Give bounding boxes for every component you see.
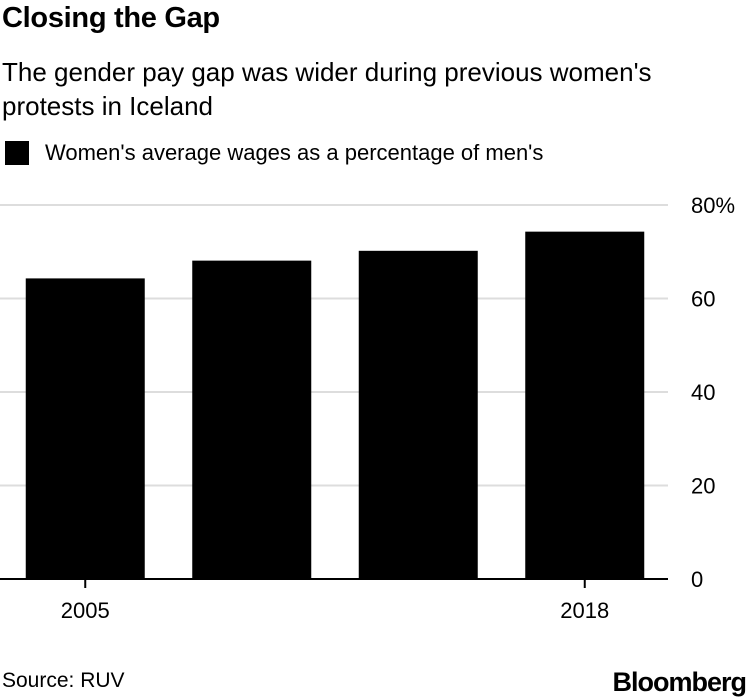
legend-label: Women's average wages as a percentage of…	[45, 140, 544, 165]
tick-labels: 0 20 40 60 80% 2005 2018	[61, 193, 735, 623]
y-tick-label-60: 60	[691, 287, 715, 312]
bar-0	[25, 278, 145, 579]
bar-1	[192, 260, 312, 579]
legend-swatch	[5, 141, 29, 165]
bars	[25, 231, 645, 579]
y-tick-label-40: 40	[691, 380, 715, 405]
bloomberg-logo: Bloomberg	[612, 667, 747, 697]
y-tick-label-20: 20	[691, 474, 715, 499]
legend: Women's average wages as a percentage of…	[5, 139, 543, 167]
bar-2	[358, 250, 478, 579]
x-tick-label-2005: 2005	[61, 598, 110, 623]
y-tick-label-0: 0	[691, 567, 703, 592]
y-tick-label-80: 80%	[691, 193, 735, 218]
source-note: Source: RUV	[2, 669, 125, 692]
x-tick-label-2018: 2018	[560, 598, 609, 623]
chart-subtitle: The gender pay gap was wider during prev…	[2, 57, 652, 121]
bar-3	[525, 231, 645, 579]
axes	[0, 578, 668, 588]
chart-title: Closing the Gap	[2, 2, 220, 34]
